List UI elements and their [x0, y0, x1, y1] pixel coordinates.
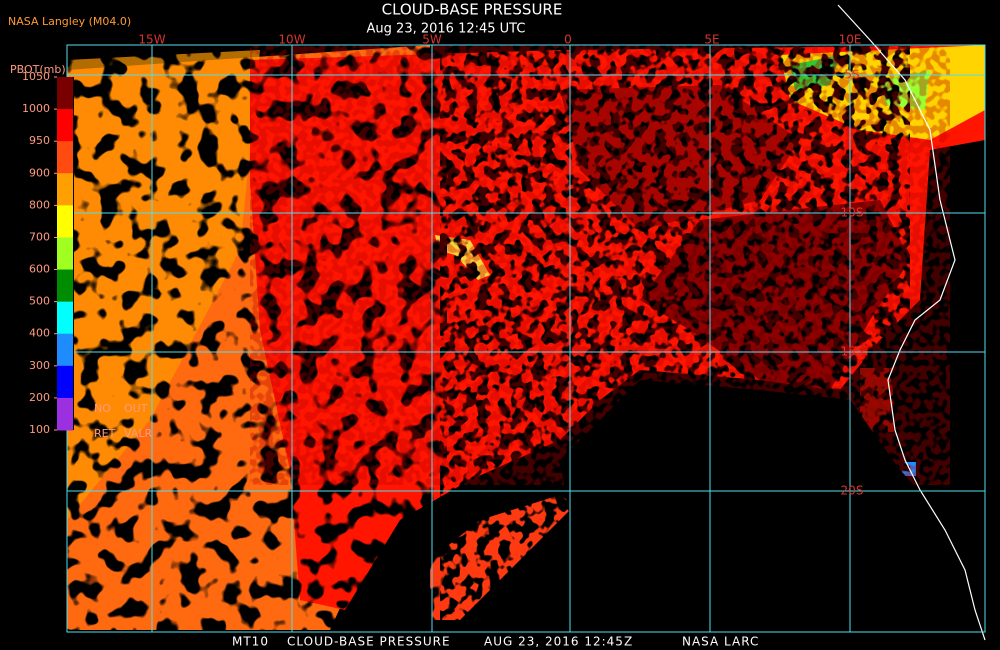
longitude-label: 10W [278, 33, 305, 47]
footer-text: CLOUD-BASE PRESSURE [287, 635, 451, 649]
colorbar-label: 200 [29, 391, 50, 404]
colorbar-band [57, 205, 73, 238]
legend-note: OUT [124, 402, 148, 415]
graticule [66, 44, 986, 633]
colorbar-label: 300 [29, 359, 50, 372]
latitude-label: 10S [841, 206, 864, 220]
colorbar-band [57, 109, 73, 142]
colorbar-label: 700 [29, 230, 50, 243]
colorbar-band [57, 237, 73, 271]
colorbar-band [57, 173, 73, 206]
longitude-label: 5W [422, 33, 442, 47]
colorbar-band [57, 397, 73, 431]
colorbar-label: 100 [29, 423, 50, 436]
legend-note: RET [94, 427, 116, 440]
colorbar-label: 600 [29, 263, 50, 276]
colorbar-label: 950 [29, 134, 50, 147]
latitude-label: 15S [841, 345, 864, 359]
longitude-label: 15W [138, 33, 165, 47]
title: CLOUD-BASE PRESSURE [382, 1, 563, 19]
subtitle: Aug 23, 2016 12:45 UTC [367, 22, 526, 37]
colorbar-label: 400 [29, 327, 50, 340]
colorbar-band [57, 301, 73, 335]
footer-text: AUG 23, 2016 12:45Z [484, 635, 633, 649]
colorbar-label: 500 [29, 295, 50, 308]
latitude-label: 20S [841, 484, 864, 498]
southeast-clear [560, 380, 985, 632]
colorbar-label: 1000 [22, 102, 50, 115]
colorbar-label: 900 [29, 166, 50, 179]
footer-text: NASA LARC [682, 635, 759, 649]
satellite-imagery [67, 4, 986, 641]
longitude-label: 5E [704, 33, 719, 47]
colorbar-band [57, 269, 73, 303]
colorbar-label: 800 [29, 198, 50, 211]
org-label: NASA Langley (M04.0) [8, 15, 131, 28]
coastline [837, 4, 986, 641]
colorbar-band [57, 77, 73, 110]
legend-note: VALR [124, 427, 152, 440]
longitude-label: 10E [839, 33, 862, 47]
colorbar-band [57, 141, 73, 174]
latitude-label: 5S [844, 68, 859, 82]
legend-title: PBOT(mb) [10, 63, 66, 76]
colorbar-band [57, 365, 73, 399]
colorbar-band [57, 333, 73, 367]
longitude-label: 0 [564, 33, 572, 47]
legend-note: NO [94, 402, 111, 415]
colorbar-label: 1050 [22, 70, 50, 83]
footer-text: MT10 [232, 635, 269, 649]
